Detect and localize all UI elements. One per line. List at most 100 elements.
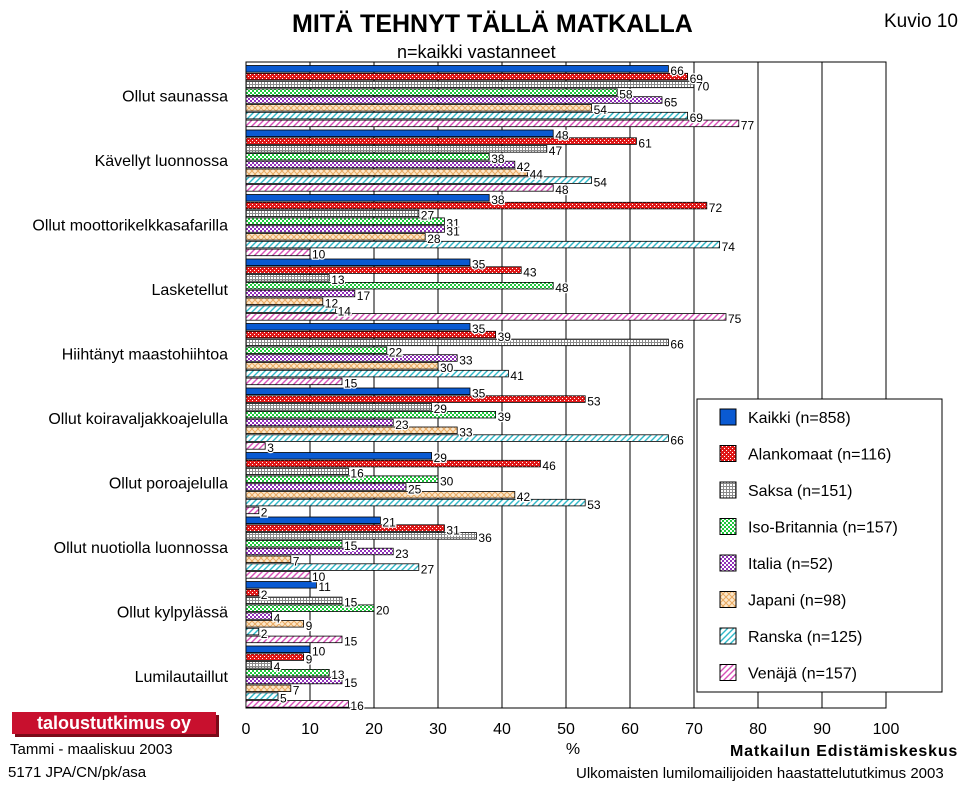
data-label: 47	[549, 144, 563, 158]
x-tick-label: 20	[365, 721, 383, 738]
bar-japani-n-98-hiihtanyt-maastohiihtoa	[245, 362, 439, 370]
data-label: 4	[274, 611, 281, 625]
data-label: 35	[472, 322, 486, 336]
data-label: 13	[331, 273, 345, 287]
legend-label: Kaikki (n=858)	[748, 410, 851, 427]
bar-italia-n-52-ollut-saunassa	[245, 96, 663, 104]
bar-kaikki-n-858-ollut-saunassa	[245, 65, 669, 73]
bar-iso-britannia-n-157-ollut-saunassa	[245, 88, 618, 96]
category-label: Ollut poroajelulla	[109, 476, 228, 493]
data-label: 9	[306, 619, 313, 633]
data-label: 29	[434, 451, 448, 465]
data-label: 33	[459, 426, 473, 440]
data-label: 25	[408, 482, 422, 496]
bar-iso-britannia-n-157-lumilautaillut	[245, 669, 330, 677]
data-label: 13	[331, 668, 345, 682]
bar-ranska-n-125-ollut-koiravaljakkoajelulla	[245, 434, 669, 442]
data-label: 15	[344, 676, 358, 690]
chart-subtitle: n=kaikki vastanneet	[397, 42, 556, 62]
data-label: 15	[344, 539, 358, 553]
bar-italia-n-52-ollut-moottorikelkkasafarilla	[245, 225, 445, 233]
data-label: 10	[312, 248, 326, 262]
category-label: Hiihtänyt maastohiihtoa	[62, 347, 228, 364]
bar-japani-n-98-ollut-poroajelulla	[245, 491, 516, 499]
bar-italia-n-52-ollut-koiravaljakkoajelulla	[245, 418, 394, 427]
bar-italia-n-52-kavellyt-luonnossa	[245, 160, 516, 169]
bar-venaja-n-157-ollut-nuotiolla-luonnossa	[245, 571, 311, 579]
bar-kaikki-n-858-hiihtanyt-maastohiihtoa	[245, 323, 471, 331]
bar-alankomaat-n-116-ollut-koiravaljakkoajelulla	[245, 395, 586, 403]
data-label: 65	[664, 95, 678, 109]
company-logo: taloustutkimus oy	[12, 712, 216, 734]
bar-kaikki-n-858-kavellyt-luonnossa	[245, 129, 554, 137]
bar-japani-n-98-ollut-kylpylassa	[245, 620, 304, 628]
data-label: 31	[446, 217, 460, 231]
data-label: 20	[376, 604, 390, 618]
bar-venaja-n-157-hiihtanyt-maastohiihtoa	[245, 377, 343, 386]
data-label: 16	[350, 699, 364, 713]
data-label: 74	[722, 240, 736, 254]
category-label: Ollut kylpylässä	[117, 605, 228, 622]
bar-alankomaat-n-116-lumilautaillut	[245, 653, 304, 661]
bar-iso-britannia-n-157-ollut-koiravaljakkoajelulla	[245, 410, 497, 419]
data-label: 2	[261, 506, 268, 520]
bar-venaja-n-157-ollut-moottorikelkkasafarilla	[245, 248, 311, 257]
bar-italia-n-52-ollut-nuotiolla-luonnossa	[245, 547, 394, 556]
chart-title: MITÄ TEHNYT TÄLLÄ MATKALLA	[292, 10, 693, 38]
data-label: 39	[498, 410, 512, 424]
x-tick-label: 0	[242, 721, 251, 738]
legend-label: Japani (n=98)	[748, 593, 846, 610]
data-label: 38	[491, 193, 505, 207]
bar-kaikki-n-858-lasketellut	[245, 258, 471, 266]
bar-iso-britannia-n-157-kavellyt-luonnossa	[245, 152, 490, 161]
survey-name: Ulkomaisten lumilomailijoiden haastattel…	[576, 765, 944, 782]
bar-italia-n-52-hiihtanyt-maastohiihtoa	[245, 354, 458, 362]
bar-japani-n-98-ollut-saunassa	[245, 104, 593, 112]
bar-saksa-n-151-hiihtanyt-maastohiihtoa	[245, 338, 669, 347]
data-label: 53	[587, 498, 601, 512]
data-label: 14	[338, 304, 352, 318]
bar-saksa-n-151-kavellyt-luonnossa	[245, 145, 548, 153]
data-label: 69	[690, 72, 704, 86]
data-label: 23	[395, 547, 409, 561]
bar-kaikki-n-858-ollut-poroajelulla	[245, 452, 433, 460]
x-tick-label: 90	[813, 721, 831, 738]
data-label: 41	[510, 369, 524, 383]
data-label: 48	[555, 281, 569, 295]
category-label: Ollut moottorikelkkasafarilla	[32, 218, 228, 235]
bar-saksa-n-151-ollut-moottorikelkkasafarilla	[245, 209, 420, 218]
bar-iso-britannia-n-157-ollut-poroajelulla	[245, 475, 439, 483]
x-tick-label: 10	[301, 721, 319, 738]
legend-label: Saksa (n=151)	[748, 483, 853, 500]
bar-kaikki-n-858-ollut-kylpylassa	[245, 581, 317, 589]
bar-alankomaat-n-116-hiihtanyt-maastohiihtoa	[245, 330, 497, 339]
data-label: 69	[690, 111, 704, 125]
bar-venaja-n-157-ollut-kylpylassa	[245, 635, 343, 644]
x-tick-label: 100	[873, 721, 900, 738]
bar-italia-n-52-ollut-poroajelulla	[245, 483, 407, 491]
data-label: 29	[434, 402, 448, 416]
bar-iso-britannia-n-157-ollut-moottorikelkkasafarilla	[245, 217, 445, 225]
bar-japani-n-98-lasketellut	[245, 297, 324, 305]
data-label: 12	[325, 297, 339, 311]
data-label: 31	[446, 224, 460, 238]
data-label: 11	[318, 580, 331, 594]
bar-ranska-n-125-lumilautaillut	[245, 692, 279, 700]
category-label: Lumilautaillut	[135, 669, 229, 686]
bar-alankomaat-n-116-kavellyt-luonnossa	[245, 137, 637, 145]
category-label: Lasketellut	[152, 282, 229, 299]
bar-japani-n-98-ollut-nuotiolla-luonnossa	[245, 555, 292, 563]
data-label: 31	[446, 523, 460, 537]
legend-swatch	[719, 481, 737, 499]
data-label: 30	[440, 361, 454, 375]
legend-swatch	[719, 518, 737, 535]
bar-japani-n-98-ollut-moottorikelkkasafarilla	[245, 233, 426, 241]
bar-venaja-n-157-ollut-saunassa	[245, 119, 740, 128]
bar-ranska-n-125-kavellyt-luonnossa	[245, 176, 593, 184]
category-label: Ollut saunassa	[122, 89, 228, 106]
bar-saksa-n-151-ollut-kylpylassa	[245, 596, 343, 605]
survey-period: Tammi - maaliskuu 2003	[10, 741, 173, 758]
bar-venaja-n-157-lasketellut	[245, 313, 727, 321]
legend-swatch	[719, 664, 737, 681]
